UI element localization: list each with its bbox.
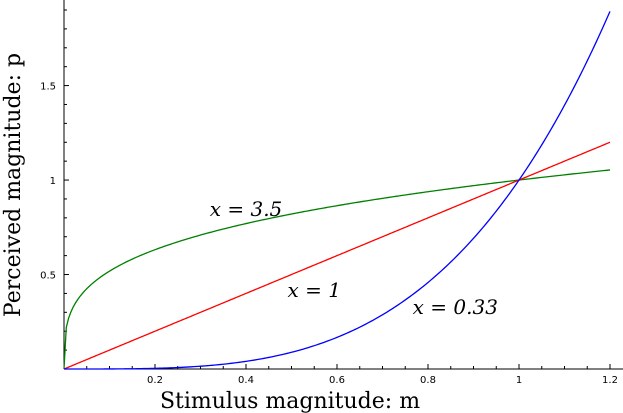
curve-label-2: x = 1 [288, 278, 341, 302]
x-tick-label: 0.6 [329, 375, 345, 386]
axes: 0.2 0.4 0.6 0.8 1 1.2 0.5 1 1.5 [40, 0, 623, 386]
series-line-2 [63, 141, 611, 370]
x-tick-label: 1.2 [602, 375, 618, 386]
x-tick-label: 1 [516, 375, 522, 386]
y-tick-label: 1 [50, 176, 56, 187]
x-tick-label: 0.4 [238, 375, 254, 386]
x-tick-label: 0.2 [147, 375, 163, 386]
series-layer [63, 11, 611, 370]
x-tick-label: 0.8 [420, 375, 436, 386]
x-axis-label: Stimulus magnitude: m [160, 389, 420, 413]
curve-label-1: x = 3.5 [210, 197, 283, 221]
y-axis-label: Perceived magnitude: p [1, 53, 26, 317]
y-tick-label: 1.5 [40, 82, 56, 93]
series-line-1 [63, 169, 611, 370]
curve-label-3: x = 0.33 [413, 295, 498, 319]
curve-labels: x = 3.5 x = 1 x = 0.33 [210, 197, 498, 319]
series-line-3 [64, 11, 611, 370]
y-tick-label: 0.5 [40, 271, 56, 282]
